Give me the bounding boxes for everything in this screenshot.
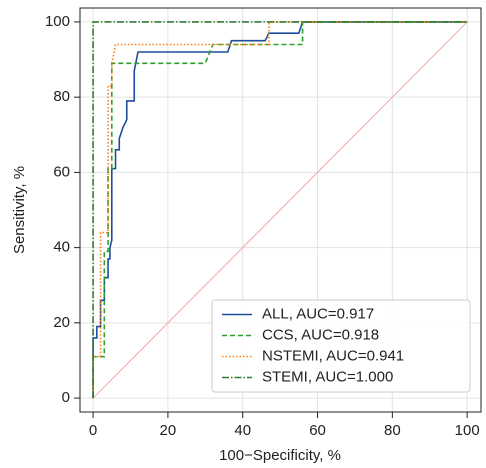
x-tick-label: 60: [309, 422, 326, 439]
plot-frame: [79, 7, 482, 413]
x-tick-label: 0: [89, 422, 97, 439]
x-tick-label: 100: [455, 422, 480, 439]
legend-label: ALL, AUC=0.917: [262, 305, 374, 322]
legend-label: NSTEMI, AUC=0.941: [262, 347, 404, 364]
x-tick-label: 20: [160, 422, 177, 439]
roc-curve: [92, 21, 468, 399]
roc-curve: [92, 21, 468, 399]
legend-label: CCS, AUC=0.918: [262, 326, 379, 343]
y-axis-label: Sensitivity, %: [11, 166, 28, 254]
y-tick-label: 0: [62, 389, 70, 406]
legend-label: STEMI, AUC=1.000: [262, 368, 393, 385]
roc-curve: [92, 21, 468, 399]
x-tick-label: 80: [384, 422, 401, 439]
y-tick-label: 60: [53, 163, 70, 180]
reference-line: [92, 21, 468, 399]
y-tick-label: 100: [45, 13, 70, 30]
y-tick-label: 80: [53, 88, 70, 105]
x-axis-label: 100−Specificity, %: [219, 447, 341, 464]
y-tick-label: 20: [53, 314, 70, 331]
x-tick-label: 40: [234, 422, 251, 439]
y-tick-label: 40: [53, 239, 70, 256]
legend-box: [211, 299, 471, 393]
